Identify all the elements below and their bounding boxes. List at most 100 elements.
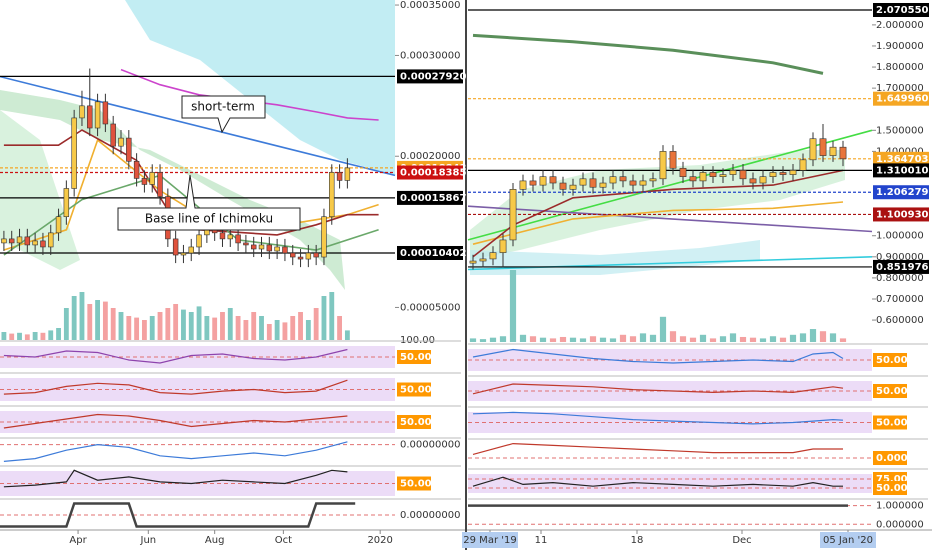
y-tick-label: 1.800000 bbox=[876, 62, 924, 73]
callout bbox=[117, 174, 301, 231]
volume-bar bbox=[32, 332, 38, 340]
candle-body bbox=[659, 151, 667, 180]
price-level-label: 1.649960 bbox=[876, 94, 929, 105]
candle-body bbox=[759, 176, 767, 184]
volume-bar bbox=[243, 320, 249, 340]
indicator-line bbox=[3, 413, 348, 429]
indicator-tick-label: 0.00000000 bbox=[400, 510, 460, 521]
volume-bar bbox=[259, 316, 264, 340]
volume-bar bbox=[274, 320, 280, 340]
candle-body bbox=[48, 232, 54, 248]
volume-bar bbox=[212, 317, 218, 340]
candle-body bbox=[779, 172, 787, 175]
indicator-tick-label-box bbox=[873, 415, 907, 430]
volume-bar bbox=[489, 337, 497, 342]
candle-body bbox=[149, 172, 155, 185]
candle-body bbox=[94, 101, 101, 129]
candle-body bbox=[250, 244, 257, 250]
candle-body bbox=[157, 172, 163, 197]
candle-body bbox=[24, 236, 31, 246]
volume-bar bbox=[769, 336, 777, 342]
candle-body bbox=[809, 138, 817, 161]
volume-bar bbox=[63, 308, 69, 340]
pane-band bbox=[468, 412, 872, 433]
candle-body bbox=[529, 180, 537, 186]
volume-bar bbox=[204, 316, 210, 340]
candle-body bbox=[649, 178, 657, 182]
indicator-tick-label: 75.00 bbox=[876, 474, 908, 485]
volume-bar bbox=[95, 300, 100, 340]
candle-body bbox=[313, 252, 319, 258]
volume-bar bbox=[569, 337, 577, 342]
indicator-tick-label-box bbox=[873, 384, 907, 398]
cloud bbox=[0, 90, 345, 290]
price-level-label: 0.00027920 bbox=[400, 71, 466, 82]
volume-bar bbox=[134, 317, 140, 340]
candle-body bbox=[819, 138, 827, 156]
candle-body bbox=[180, 252, 187, 256]
price-level-label: 1.364703 bbox=[876, 154, 929, 165]
volume-bar bbox=[619, 334, 627, 342]
candle-body bbox=[344, 167, 351, 181]
candle-body bbox=[133, 160, 140, 179]
candle-body bbox=[729, 170, 737, 175]
price-level-label: 0.00018385 bbox=[400, 168, 466, 179]
y-tick-label: 0.600000 bbox=[876, 315, 924, 326]
volume-bar bbox=[479, 339, 487, 342]
candle-body bbox=[141, 178, 148, 185]
volume-bar bbox=[759, 338, 767, 342]
candle-body bbox=[699, 172, 707, 182]
pane-band bbox=[468, 349, 872, 371]
volume-bar bbox=[829, 333, 837, 342]
indicator-tick-label: 50.00 bbox=[400, 417, 432, 428]
volume-bar bbox=[509, 270, 517, 342]
candle-body bbox=[8, 238, 15, 244]
candle-body bbox=[79, 105, 85, 119]
volume-bar bbox=[739, 336, 747, 342]
x-tick-box bbox=[462, 532, 518, 548]
indicator-tick-label: 50.00 bbox=[400, 385, 432, 396]
volume-bar bbox=[539, 337, 547, 342]
volume-bar bbox=[17, 332, 22, 340]
volume-bar bbox=[71, 296, 77, 340]
volume-bar bbox=[220, 312, 225, 340]
y-tick-label: 0.00035000 bbox=[400, 0, 460, 11]
volume-bar bbox=[141, 320, 147, 340]
price-level-label-box bbox=[873, 259, 929, 274]
candle-body bbox=[172, 238, 179, 256]
y-tick-label: 0.800000 bbox=[876, 273, 924, 284]
volume-bar bbox=[529, 336, 537, 342]
volume-bar bbox=[24, 334, 30, 340]
x-tick-label: Apr bbox=[69, 535, 87, 546]
volume-bar bbox=[188, 312, 194, 340]
x-tick-box bbox=[820, 532, 876, 548]
price-level-label: 0.00010402 bbox=[400, 248, 466, 259]
x-tick-label: Oct bbox=[275, 535, 292, 546]
volume-bar bbox=[709, 338, 717, 342]
volume-bar bbox=[549, 338, 557, 342]
y-tick-label: 0.700000 bbox=[876, 294, 924, 305]
price-level-label-box bbox=[873, 3, 929, 18]
candle-body bbox=[469, 260, 477, 264]
candle-body bbox=[282, 246, 288, 254]
candle-body bbox=[243, 242, 249, 246]
indicator-line bbox=[0, 502, 356, 528]
volume-bar bbox=[1, 332, 7, 340]
volume-bar bbox=[149, 316, 155, 340]
candle-body bbox=[63, 188, 70, 218]
y-tick-label: 1.000000 bbox=[876, 231, 924, 242]
volume-bar bbox=[839, 338, 847, 342]
volume-bar bbox=[819, 331, 827, 342]
indicator-line bbox=[472, 476, 843, 487]
candle-body bbox=[227, 234, 234, 240]
volume-bar bbox=[499, 336, 507, 342]
indicator-line bbox=[472, 348, 844, 364]
volume-bar bbox=[9, 333, 15, 340]
candle-body bbox=[769, 172, 777, 177]
candle-body bbox=[499, 239, 507, 253]
volume-bar bbox=[337, 316, 342, 340]
x-tick-label: Dec bbox=[732, 535, 751, 546]
candle-body bbox=[196, 234, 202, 248]
volume-bar bbox=[48, 330, 54, 340]
